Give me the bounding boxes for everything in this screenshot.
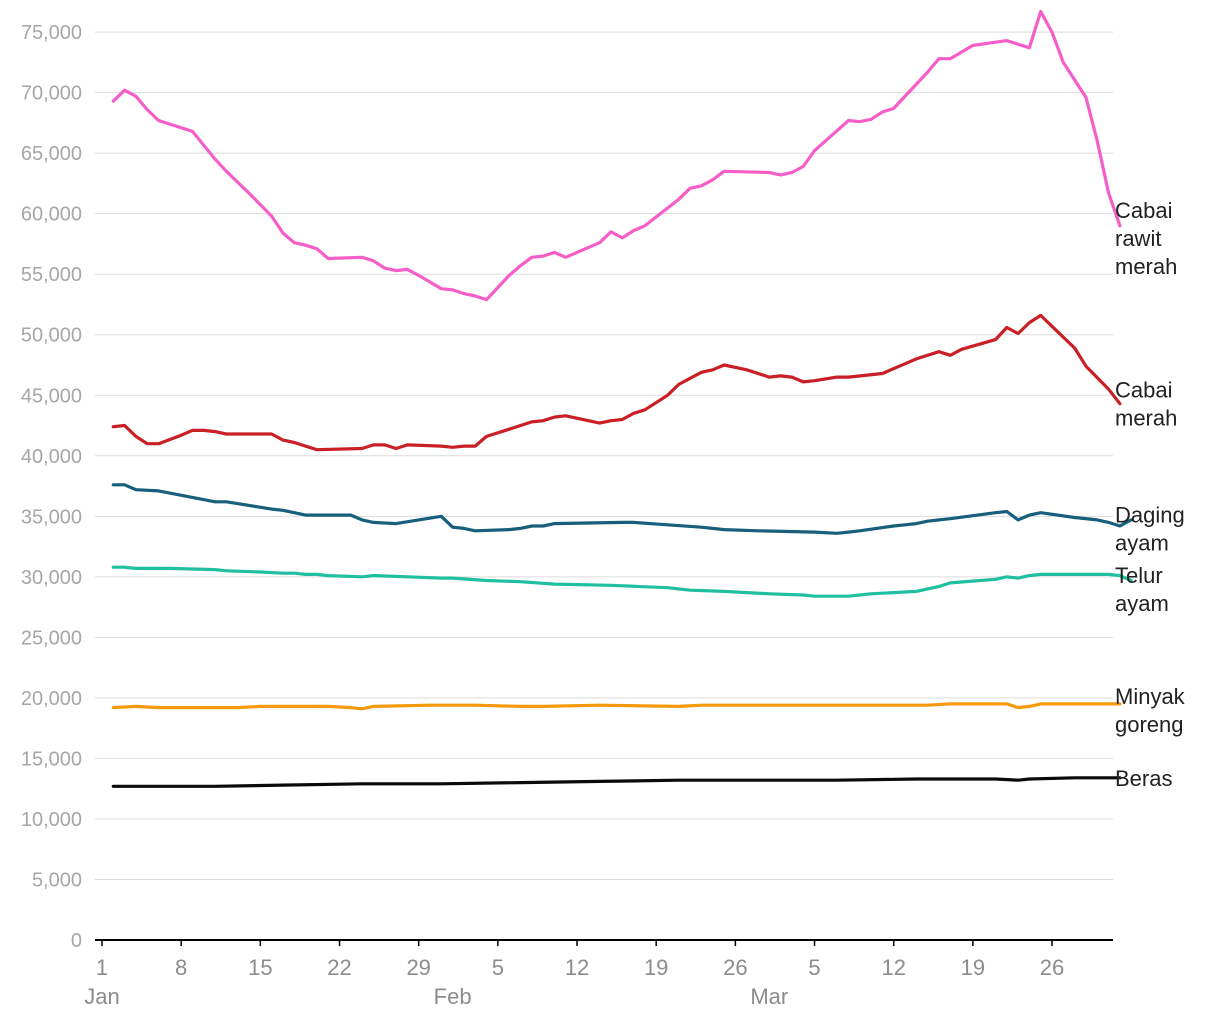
x-month-label: Feb bbox=[434, 984, 472, 1009]
x-axis-tick-labels: 1 8 15 22 29 5 12 19 26 5 12 19 26 bbox=[96, 940, 1064, 980]
x-tick-label: 26 bbox=[723, 955, 747, 980]
y-tick-label: 5,000 bbox=[32, 869, 82, 891]
x-month-label: Jan bbox=[84, 984, 119, 1009]
y-tick-label: 40,000 bbox=[21, 446, 82, 468]
x-tick-label: 19 bbox=[961, 955, 985, 980]
series-line bbox=[111, 313, 1122, 452]
series-label: Telur ayam bbox=[1115, 563, 1169, 616]
y-tick-label: 35,000 bbox=[21, 506, 82, 528]
x-tick-label: 19 bbox=[644, 955, 668, 980]
y-tick-label: 55,000 bbox=[21, 264, 82, 286]
series-line bbox=[111, 9, 1122, 302]
series-line bbox=[111, 702, 1122, 711]
x-tick-label: 22 bbox=[327, 955, 351, 980]
y-tick-label: 50,000 bbox=[21, 325, 82, 347]
x-tick-label: 5 bbox=[808, 955, 820, 980]
x-tick-label: 8 bbox=[175, 955, 187, 980]
series-labels: Cabai rawit merah Cabai merah Daging ayam Telur… bbox=[1115, 198, 1186, 791]
x-tick-label: 1 bbox=[96, 955, 108, 980]
x-tick-label: 5 bbox=[492, 955, 504, 980]
series-label: Daging ayam bbox=[1115, 502, 1185, 555]
series-label: Cabai merah bbox=[1115, 378, 1177, 431]
y-tick-label: 20,000 bbox=[21, 688, 82, 710]
series-label: Beras bbox=[1115, 766, 1172, 791]
x-tick-label: 26 bbox=[1040, 955, 1064, 980]
y-tick-label: 65,000 bbox=[21, 143, 82, 165]
x-month-label: Mar bbox=[750, 984, 788, 1009]
y-tick-label: 60,000 bbox=[21, 204, 82, 226]
y-tick-label: 15,000 bbox=[21, 748, 82, 770]
y-tick-label: 30,000 bbox=[21, 567, 82, 589]
series-line bbox=[111, 483, 1133, 535]
series-label: Cabai rawit merah bbox=[1115, 198, 1177, 279]
x-tick-label: 12 bbox=[881, 955, 905, 980]
x-axis-month-labels: Jan Feb Mar bbox=[84, 984, 788, 1009]
x-tick-label: 29 bbox=[406, 955, 430, 980]
y-tick-label: 0 bbox=[71, 930, 82, 952]
x-tick-label: 15 bbox=[248, 955, 272, 980]
y-tick-label: 45,000 bbox=[21, 385, 82, 407]
y-tick-label: 25,000 bbox=[21, 627, 82, 649]
y-axis-tick-labels: 0 5,000 10,000 15,000 20,000 25,000 30,000 35,0… bbox=[21, 22, 82, 952]
y-tick-label: 75,000 bbox=[21, 22, 82, 44]
y-tick-label: 70,000 bbox=[21, 83, 82, 105]
x-tick-label: 12 bbox=[565, 955, 589, 980]
y-tick-label: 10,000 bbox=[21, 809, 82, 831]
series-line bbox=[111, 565, 1133, 598]
series-line bbox=[111, 776, 1122, 788]
gridlines bbox=[95, 31, 1113, 880]
series-label: Minyak goreng bbox=[1115, 684, 1186, 737]
series-lines bbox=[111, 9, 1133, 788]
